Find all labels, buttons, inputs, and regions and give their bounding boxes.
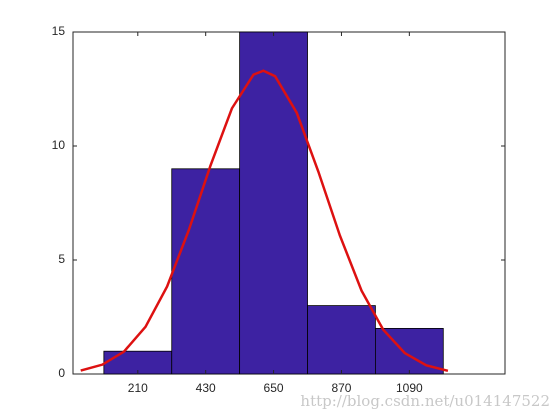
bar: [171, 168, 241, 375]
bar: [307, 305, 376, 375]
x-tick-label: 870: [331, 381, 351, 395]
x-tick-label: 210: [128, 381, 148, 395]
y-tick-label: 0: [58, 366, 65, 380]
x-tick-label: 430: [196, 381, 216, 395]
y-tick-label: 15: [52, 24, 66, 38]
x-tick-label: 1090: [396, 381, 423, 395]
fit-curve: [80, 69, 449, 373]
bar: [239, 31, 308, 375]
watermark: http://blog.csdn.net/u014147522: [300, 392, 550, 410]
y-tick-label: 10: [52, 138, 66, 152]
y-tick-label: 5: [58, 252, 65, 266]
x-tick-label: 650: [264, 381, 284, 395]
